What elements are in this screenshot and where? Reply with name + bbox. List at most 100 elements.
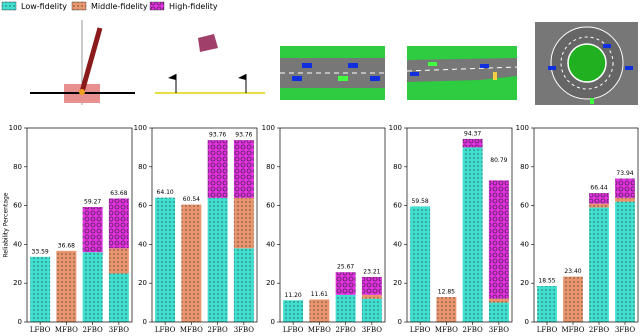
bar-segment [82,252,103,322]
y-tick-label: 20 [138,279,147,287]
total-label: 12.85 [438,289,455,296]
x-tick-label: MFBO [180,326,203,334]
legend-swatch [149,1,165,11]
y-tick-label: 80 [138,163,147,171]
bar-segment [233,248,254,322]
bar-segment [615,201,635,322]
bar-segment [335,272,356,295]
y-tick-label: 60 [266,202,275,210]
axes-frame [279,127,386,323]
y-tick-label: 20 [13,279,22,287]
scene-highway [280,46,385,100]
x-tick-label: 2FBO [335,326,356,334]
x-tick-label: 2FBO [82,326,103,334]
bar-segment [361,276,382,295]
x-tick-label: 2FBO [589,326,610,334]
axes-frame [406,127,513,323]
y-tick-label: 100 [262,124,275,132]
total-label: 18.55 [538,278,555,285]
x-tick-label: 3FBO [615,326,636,334]
bar-segment [410,206,431,322]
x-tick-label: 2FBO [207,326,228,334]
y-tick-label: 0 [398,318,402,326]
x-tick-label: LFBO [410,326,431,334]
x-tick-label: MFBO [55,326,78,334]
bar-segment [488,302,509,322]
bar-segment [207,140,228,198]
y-tick-label: 60 [138,202,147,210]
bar-segment [361,298,382,322]
bar-segment [361,294,382,299]
total-label: 33.59 [32,248,49,255]
total-label: 93.76 [235,132,252,139]
x-tick-label: MFBO [308,326,331,334]
legend-swatch [1,1,17,11]
bar-segment [462,138,483,148]
y-tick-label: 40 [520,240,529,248]
scene-cartpole [30,20,135,105]
total-label: 73.94 [616,170,633,177]
x-tick-label: LFBO [537,326,558,334]
bar-segment [108,198,129,249]
y-tick-label: 40 [393,240,402,248]
legend-swatch [71,1,87,11]
y-tick-label: 20 [393,279,402,287]
axes-frame [533,127,639,323]
x-tick-label: 3FBO [109,326,130,334]
x-tick-label: 3FBO [234,326,255,334]
y-tick-label: 40 [138,240,147,248]
y-tick-label: 0 [18,318,22,326]
y-tick-label: 60 [13,202,22,210]
scene-roundabout [535,22,638,105]
x-tick-label: 3FBO [362,326,383,334]
total-label: 23.21 [363,268,380,275]
bar-segment [108,248,129,274]
y-tick-label: 100 [134,124,147,132]
legend: Low-fidelity Middle-fidelity High-fidelity [1,1,218,11]
total-label: 94.37 [464,130,481,137]
total-label: 63.68 [110,190,127,197]
bar-segment [56,250,77,322]
scene-merge [406,46,518,100]
bar-segment [537,286,557,322]
bar-segment [563,276,583,322]
bar-segment [233,140,254,198]
y-tick-label: 0 [143,318,147,326]
scene-mountain [155,34,265,94]
total-label: 25.67 [337,264,354,271]
y-tick-label: 0 [271,318,275,326]
bar-segment [488,298,509,303]
y-tick-label: 0 [525,318,529,326]
bar-segment [589,193,609,204]
bar-segment [335,294,356,322]
total-label: 59.27 [84,199,101,206]
total-label: 11.20 [285,292,302,299]
y-tick-label: 20 [520,279,529,287]
total-label: 93.76 [209,132,226,139]
y-tick-label: 40 [266,240,275,248]
bar-segment [233,197,254,249]
x-tick-label: MFBO [435,326,458,334]
bar-segment [155,197,176,322]
y-tick-label: 100 [9,124,22,132]
legend-label: High-fidelity [169,2,218,11]
x-tick-label: 2FBO [462,326,483,334]
total-label: 60.54 [183,196,200,203]
bar-segment [589,207,609,322]
legend-label: Middle-fidelity [91,2,148,11]
total-label: 23.40 [564,268,581,275]
y-tick-label: 40 [13,240,22,248]
bar-segment [436,297,457,322]
total-label: 11.61 [311,291,328,298]
total-label: 36.68 [58,242,75,249]
total-label: 59.58 [412,198,429,205]
bar-segment [462,147,483,322]
bar-segment [488,180,509,299]
x-tick-label: MFBO [561,326,584,334]
bar-segment [283,300,304,322]
y-tick-label: 100 [389,124,402,132]
y-tick-label: 60 [520,202,529,210]
y-axis-label: Reliability Percentage [3,192,10,257]
y-tick-label: 20 [266,279,275,287]
